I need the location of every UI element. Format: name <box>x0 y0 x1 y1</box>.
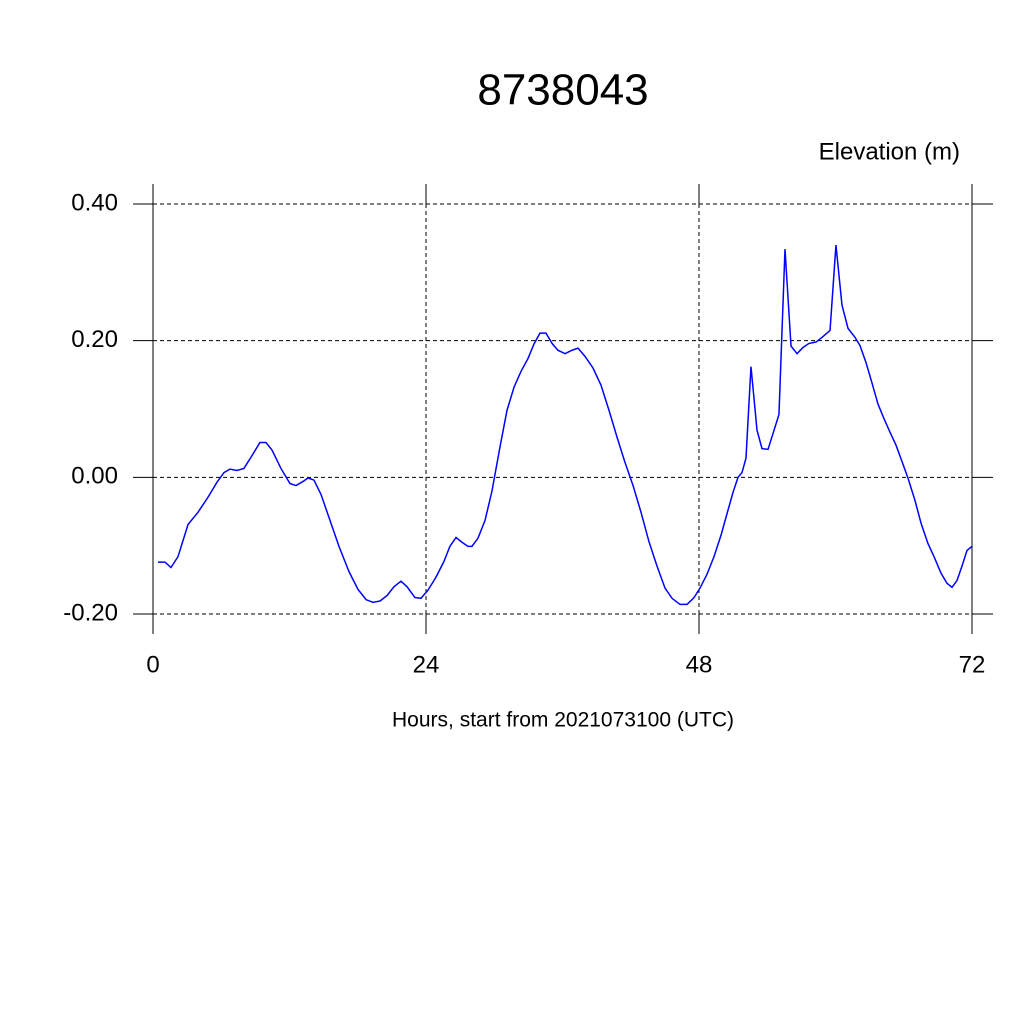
chart-title: 8738043 <box>477 66 648 115</box>
x-tick-label: 24 <box>413 651 440 678</box>
y-tick-label: 0.40 <box>71 189 118 216</box>
y-axis-label: Elevation (m) <box>819 138 960 165</box>
y-tick-label: -0.20 <box>63 599 118 626</box>
x-tick-label: 48 <box>686 651 713 678</box>
x-axis-label: Hours, start from 2021073100 (UTC) <box>392 709 734 732</box>
data-line <box>158 244 973 606</box>
x-tick-label: 0 <box>146 651 159 678</box>
y-tick-label: 0.20 <box>71 326 118 353</box>
y-tick-label: 0.00 <box>71 463 118 490</box>
x-tick-label: 72 <box>959 651 986 678</box>
